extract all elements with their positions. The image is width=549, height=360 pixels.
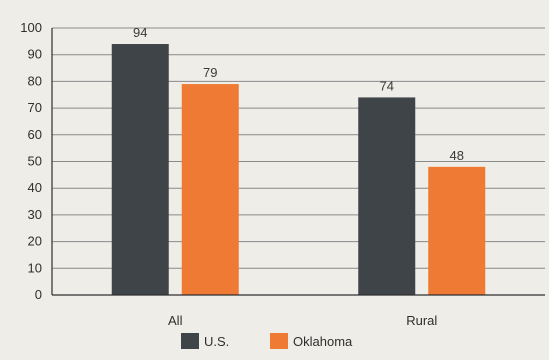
bar-u-s--rural [358, 97, 416, 295]
y-tick-label: 90 [28, 47, 42, 62]
legend-swatch [270, 333, 288, 349]
y-tick-label: 0 [35, 287, 42, 302]
x-tick-label: Rural [406, 313, 437, 328]
legend-label: U.S. [204, 334, 229, 349]
data-label: 94 [133, 25, 147, 40]
bar-oklahoma-all [181, 84, 239, 295]
y-tick-label: 20 [28, 234, 42, 249]
data-label: 74 [380, 78, 394, 93]
x-tick-label: All [168, 313, 183, 328]
legend-label: Oklahoma [293, 334, 353, 349]
data-labels: 94 79 74 48 [133, 25, 464, 163]
y-tick-label: 70 [28, 100, 42, 115]
bar-u-s--all [111, 44, 169, 295]
y-tick-label: 10 [28, 260, 42, 275]
y-tick-label: 50 [28, 154, 42, 169]
y-tick-label: 80 [28, 73, 42, 88]
axes: 0 10 20 30 40 50 60 70 80 90 100 All Rural [20, 20, 545, 328]
y-tick-label: 30 [28, 207, 42, 222]
legend: U.S. Oklahoma [181, 333, 353, 349]
data-label: 79 [203, 65, 217, 80]
y-tick-label: 100 [20, 20, 42, 35]
y-tick-label: 60 [28, 127, 42, 142]
bar-oklahoma-rural [428, 166, 486, 295]
legend-swatch [181, 333, 199, 349]
bars [111, 44, 486, 295]
y-tick-label: 40 [28, 180, 42, 195]
data-label: 48 [450, 148, 464, 163]
